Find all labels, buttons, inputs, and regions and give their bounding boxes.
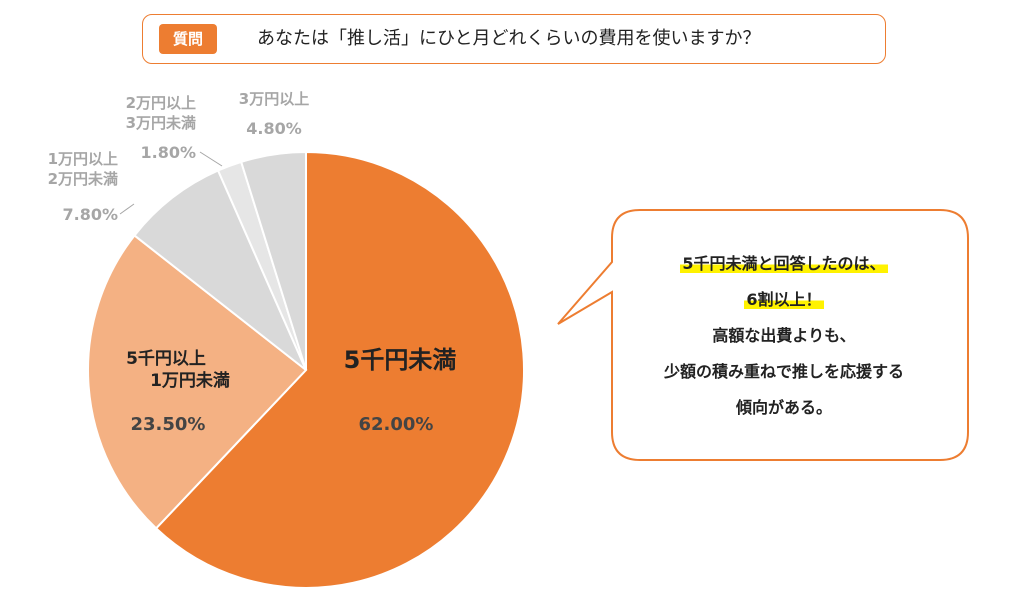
callout-highlight-1: 5千円未満と回答したのは、 [680,254,888,273]
slice-label-2-line-1: 5千円以上 [126,349,206,369]
pie-slice-1 [154,150,525,589]
question-text: あなたは「推し活」にひと月どれくらいの費用を使いますか？ [257,28,761,49]
slice-label-2-line-2: 1万円未満 [150,370,230,391]
callout-line-1: 5千円未満と回答したのは、 [614,250,954,274]
slice-label-3-line-2: 2万円未満 [48,170,118,188]
callout-line-4: 少額の積み重ねで推しを応援する [663,362,904,381]
callout-highlight-2: 6割以上！ [744,290,824,309]
slice-value-4: 1.80% [140,143,196,162]
callout-line-2: 6割以上！ [614,286,954,310]
pie-slice-3 [133,169,307,371]
callout-line-3: 高額な出費よりも、 [712,326,856,345]
slice-label-4-line-1: 2万円以上 [126,94,196,112]
leader-line-3 [119,203,135,215]
slice-value-1: 62.00% [359,414,434,435]
slice-value-5: 4.80% [246,119,302,138]
slice-label-1-line-1: 5千円未満 [344,346,457,374]
slice-label-5-line-1: 3万円以上 [239,90,309,108]
slice-value-2: 23.50% [131,414,206,435]
pie-slice-2 [87,234,308,530]
callout-line-5: 傾向がある。 [735,398,832,417]
slice-value-3: 7.80% [62,205,118,224]
leader-line-4 [199,151,223,167]
slice-label-3-line-1: 1万円以上 [48,150,118,168]
question-badge: 質問 [159,24,217,54]
pie-slice-5 [239,150,307,371]
slice-label-4-line-2: 3万円未満 [126,114,196,132]
question-header: 質問 あなたは「推し活」にひと月どれくらいの費用を使いますか？ [142,14,886,64]
